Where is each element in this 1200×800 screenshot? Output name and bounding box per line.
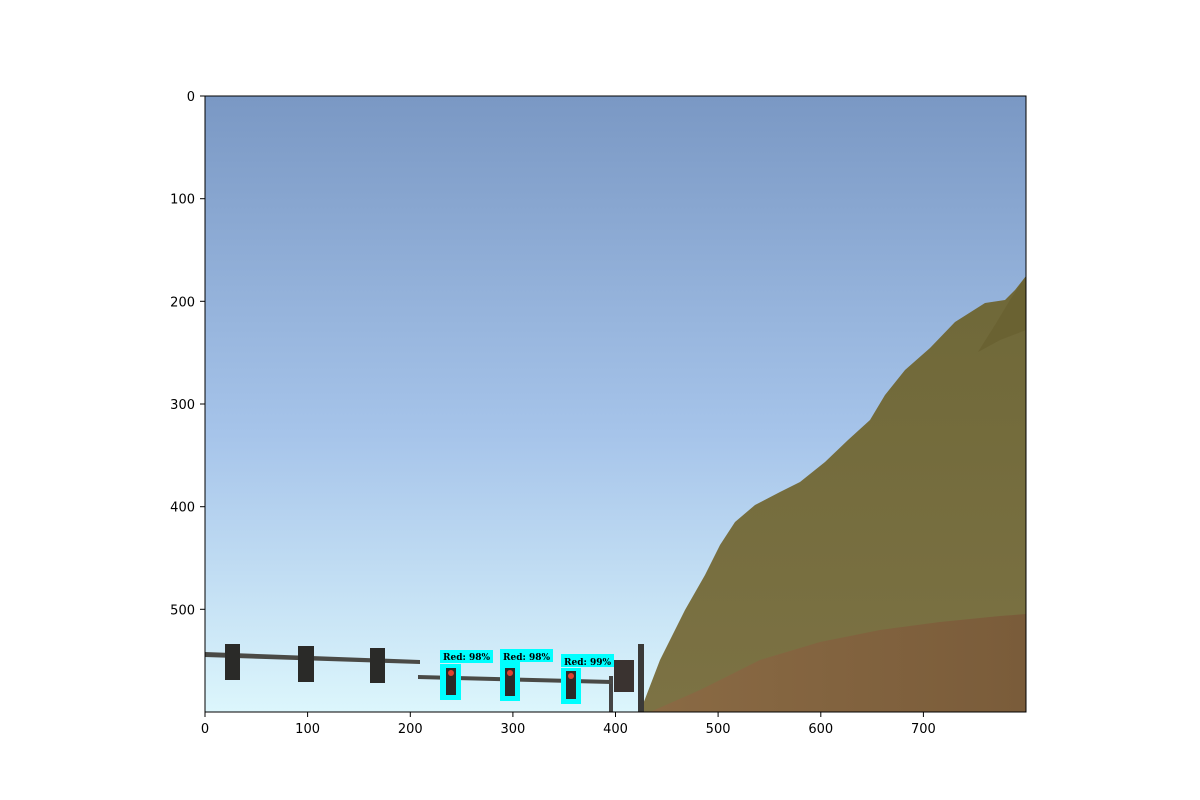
traffic-light [298,646,314,682]
x-tick-label: 600 [808,722,833,737]
x-axis [204,712,924,717]
x-tick-label: 300 [500,722,525,737]
detection-label: Red: 98% [443,653,490,663]
traffic-signal-pole-small [609,676,613,712]
detection: Red: 98% [440,650,493,700]
y-tick-label: 100 [170,193,195,208]
red-light [507,670,513,676]
hill-ridge [978,276,1026,352]
dirt-foreground [650,614,1026,712]
y-tick-label: 400 [170,501,195,516]
x-tick-label: 0 [201,722,209,737]
traffic-light [505,668,515,696]
y-tick-label: 200 [170,295,195,310]
y-tick-labels: 0 100 200 300 400 500 [170,90,195,618]
camera-image: Red: 98% Red: 98% Red: 99% [205,96,1026,712]
traffic-light [225,644,240,680]
traffic-light [566,671,576,699]
detection-label-bg [561,654,614,667]
red-light [448,670,454,676]
y-axis [200,95,205,610]
y-tick-label: 300 [170,398,195,413]
x-tick-label: 200 [398,722,423,737]
detection-label-bg [500,649,553,662]
traffic-light-cluster [614,660,634,692]
detection-label: Red: 98% [503,653,550,663]
x-tick-labels: 0 100 200 300 400 500 600 700 [201,722,936,737]
x-tick-label: 100 [295,722,320,737]
x-tick-label: 400 [603,722,628,737]
traffic-light [370,648,385,683]
y-tick-label: 0 [187,90,195,105]
x-tick-label: 700 [911,722,936,737]
detection: Red: 99% [561,654,614,704]
x-tick-label: 500 [706,722,731,737]
traffic-signal-pole [638,644,644,712]
red-light [568,673,574,679]
hill [640,276,1026,712]
detection-label: Red: 99% [564,658,611,668]
detection-label-bg [440,650,493,663]
y-tick-label: 500 [170,603,195,618]
detection: Red: 98% [500,649,553,701]
traffic-light [446,668,456,695]
